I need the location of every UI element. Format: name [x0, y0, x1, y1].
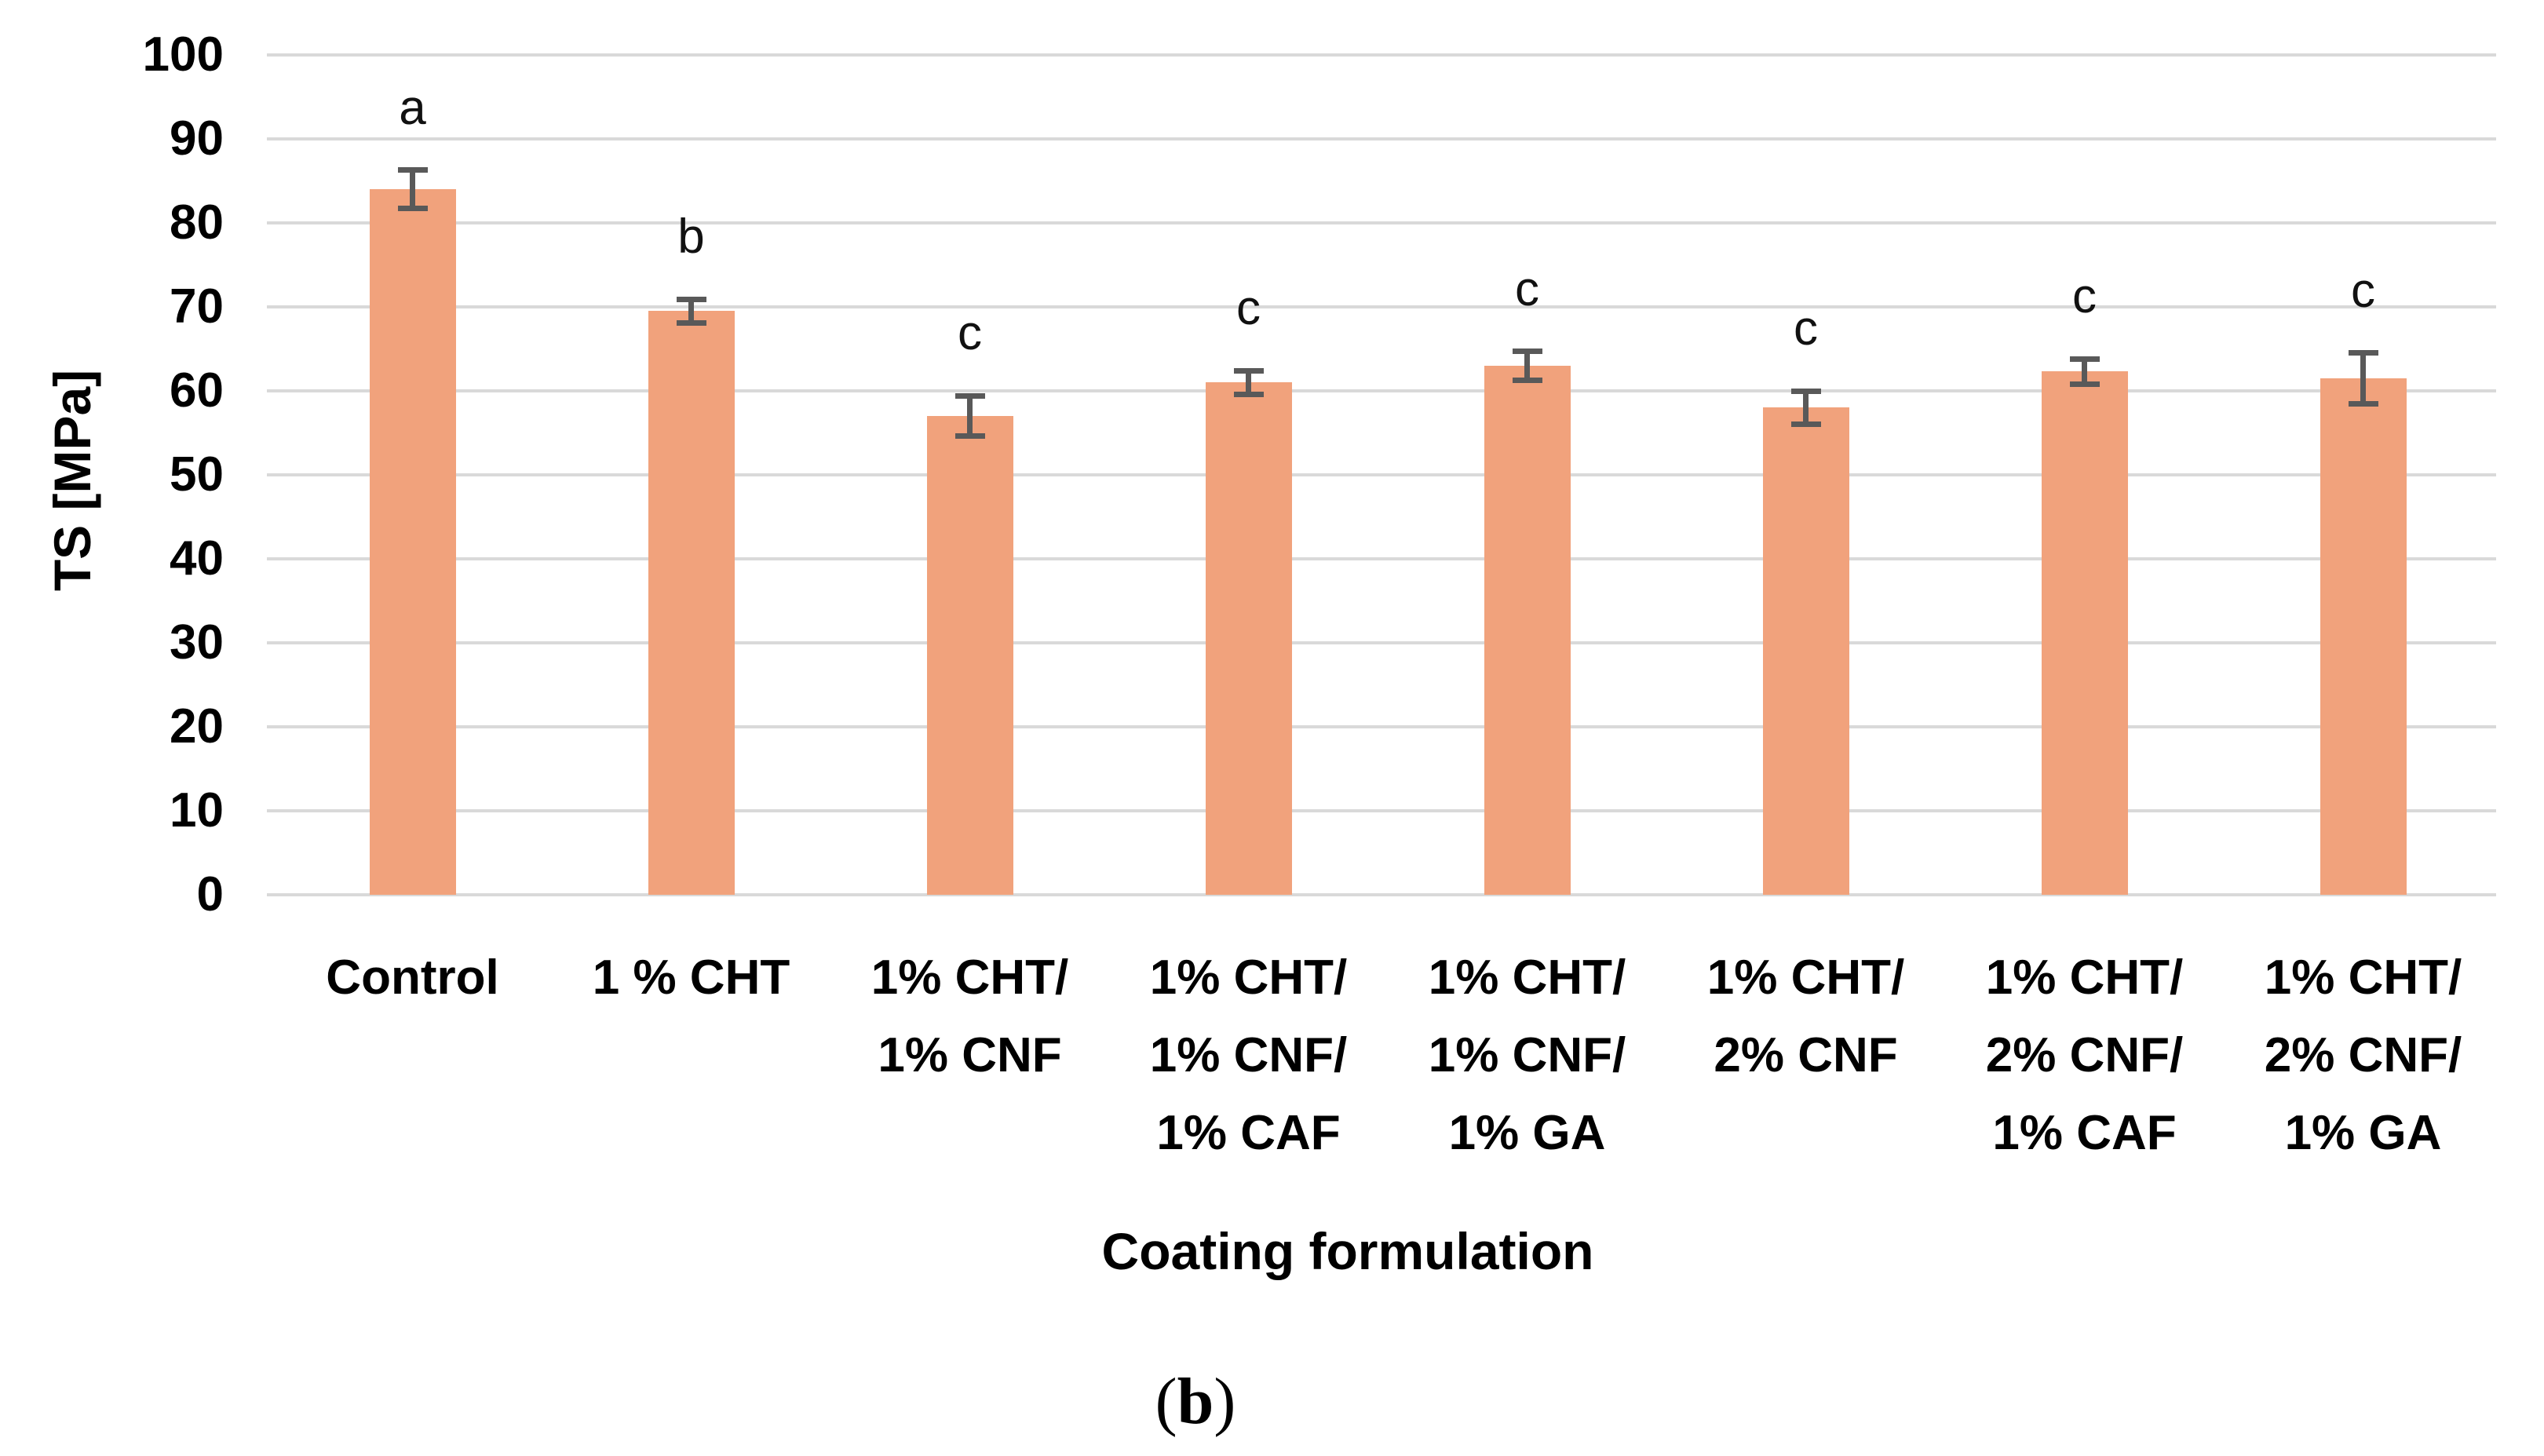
caption-close-paren: ) — [1214, 1365, 1236, 1438]
bar-5 — [1484, 365, 1571, 895]
error-bar-cap-bottom — [397, 206, 428, 212]
bar-3 — [926, 416, 1013, 895]
error-bar — [2082, 359, 2087, 385]
error-bar-cap-bottom — [2069, 381, 2100, 387]
x-category-label: 1% CHT/1% CNF — [830, 939, 1109, 1094]
error-bar-cap-top — [397, 167, 428, 173]
x-category-label-line: 2% CNF/ — [2264, 1028, 2462, 1082]
error-bar-cap-top — [1512, 348, 1542, 355]
x-category-label-line: 1% CNF/ — [1428, 1028, 1626, 1082]
error-bar-cap-bottom — [1790, 421, 1821, 428]
x-category-label-line: Control — [326, 951, 499, 1005]
error-bar — [2360, 352, 2366, 404]
x-category-label: 1% CHT/2% CNF/1% GA — [2224, 939, 2502, 1172]
gridline — [267, 473, 2496, 476]
x-category-label-line: 1% CHT/ — [1149, 951, 1348, 1005]
significance-letter: c — [1794, 301, 1818, 356]
bar-4 — [1205, 382, 1292, 895]
x-category-label-line: 1% CAF — [1992, 1106, 2177, 1160]
error-bar — [410, 170, 415, 209]
y-tick-label: 0 — [196, 867, 224, 921]
x-category-label-line: 1% CHT/ — [1428, 951, 1626, 1005]
bar-7 — [2041, 371, 2128, 895]
x-category-label: 1% CHT/1% CNF/1% CAF — [1109, 939, 1388, 1172]
x-category-label-line: 2% CNF — [1714, 1028, 1898, 1082]
x-category-label-line: 1% CHT/ — [1985, 951, 2184, 1005]
y-tick-label: 70 — [170, 279, 224, 334]
gridline — [267, 893, 2496, 896]
bar-6 — [1762, 407, 1849, 895]
gridline — [267, 389, 2496, 392]
x-category-label-line: 1% GA — [1448, 1106, 1606, 1160]
y-tick-label: 50 — [170, 447, 224, 502]
y-tick-label: 20 — [170, 699, 224, 754]
x-axis-title: Coating formulation — [1101, 1222, 1594, 1280]
error-bar — [1524, 351, 1530, 381]
y-tick-label: 60 — [170, 363, 224, 418]
y-tick-label: 100 — [142, 27, 224, 82]
x-category-label: Control — [273, 939, 552, 1016]
error-bar-cap-bottom — [1233, 391, 1264, 397]
y-tick-label: 10 — [170, 783, 224, 837]
error-bar-cap-top — [676, 296, 706, 302]
gridline — [267, 305, 2496, 308]
gridline — [267, 137, 2496, 140]
x-category-label-line: 1% CHT/ — [871, 951, 1069, 1005]
error-bar-cap-top — [954, 392, 985, 399]
gridline — [267, 809, 2496, 812]
y-tick-label: 40 — [170, 531, 224, 586]
gridline — [267, 725, 2496, 728]
error-bar — [688, 299, 694, 323]
x-category-label-line: 2% CNF/ — [1985, 1028, 2184, 1082]
gridline — [267, 557, 2496, 560]
error-bar-cap-bottom — [954, 433, 985, 440]
significance-letter: b — [677, 210, 705, 265]
error-bar — [1803, 391, 1809, 425]
y-tick-label: 80 — [170, 195, 224, 250]
bar-1 — [369, 189, 456, 895]
significance-letter: c — [1236, 281, 1261, 336]
error-bar — [967, 396, 973, 436]
error-bar — [1246, 370, 1251, 395]
x-category-label-line: 1% CHT/ — [2264, 951, 2462, 1005]
figure-caption: (b) — [1038, 1361, 1352, 1443]
x-category-label-line: 1% CNF/ — [1149, 1028, 1348, 1082]
error-bar-cap-bottom — [1512, 377, 1542, 383]
x-category-label: 1% CHT/1% CNF/1% GA — [1388, 939, 1666, 1172]
gridline — [267, 53, 2496, 57]
gridline — [267, 641, 2496, 644]
significance-letter: c — [2351, 263, 2375, 318]
significance-letter: c — [958, 306, 982, 361]
y-tick-label: 90 — [170, 111, 224, 166]
x-category-label-line: 1% CNF — [878, 1028, 1062, 1082]
x-category-label: 1 % CHT — [552, 939, 830, 1016]
caption-open-paren: ( — [1155, 1365, 1177, 1438]
bar-2 — [648, 311, 735, 895]
x-category-label-line: 1% GA — [2284, 1106, 2442, 1160]
error-bar-cap-top — [1233, 367, 1264, 374]
error-bar-cap-top — [2348, 350, 2378, 356]
caption-letter: b — [1177, 1365, 1214, 1438]
x-category-label: 1% CHT/2% CNF — [1666, 939, 1945, 1094]
x-category-label: 1% CHT/2% CNF/1% CAF — [1945, 939, 2224, 1172]
x-category-label-line: 1% CHT/ — [1706, 951, 1905, 1005]
significance-letter: a — [399, 80, 426, 135]
error-bar-cap-bottom — [2348, 400, 2378, 407]
significance-letter: c — [1515, 261, 1539, 316]
gridline — [267, 221, 2496, 224]
x-category-label-line: 1 % CHT — [592, 951, 790, 1005]
x-category-label-line: 1% CAF — [1156, 1106, 1341, 1160]
error-bar-cap-top — [1790, 388, 1821, 394]
y-tick-label: 30 — [170, 615, 224, 670]
error-bar-cap-bottom — [676, 319, 706, 326]
significance-letter: c — [2072, 269, 2097, 324]
bar-8 — [2320, 378, 2407, 895]
error-bar-cap-top — [2069, 356, 2100, 362]
